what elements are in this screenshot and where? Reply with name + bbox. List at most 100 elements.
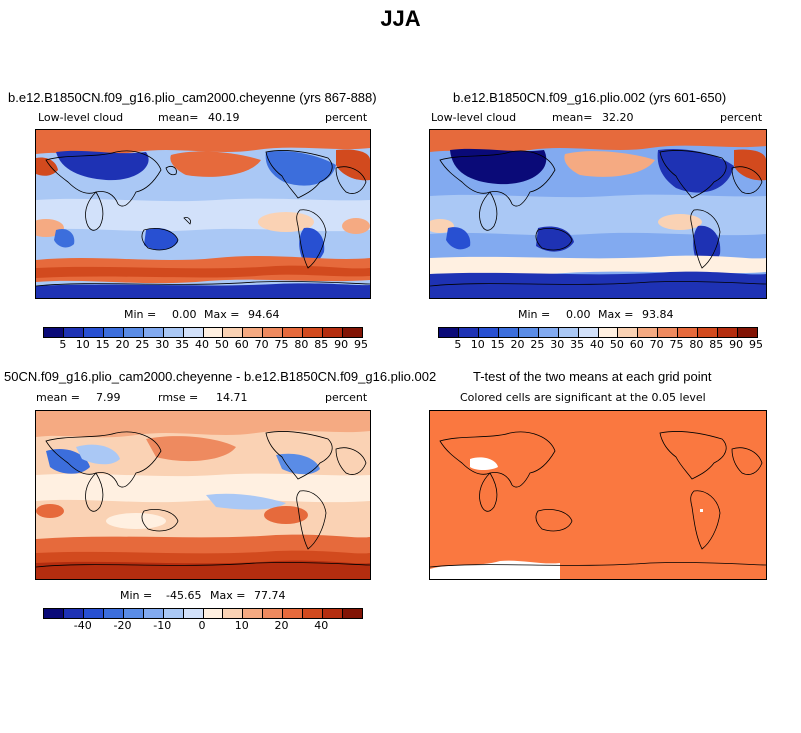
panel-control-mean-value: 32.20 <box>602 111 634 124</box>
panel-test-mean-label: mean= <box>158 111 199 124</box>
colorbar-test-tick-label: 80 <box>294 338 309 351</box>
colorbar-control-tick-label: 40 <box>590 338 604 351</box>
panel-difference-rmse-label: rmse = <box>158 391 199 404</box>
colorbar-control-swatch <box>458 328 479 337</box>
panel-control-title: b.e12.B1850CN.f09_g16.plio.002 (yrs 601-… <box>453 90 727 105</box>
colorbar-test-tick-label: 95 <box>354 338 368 351</box>
panel-difference-min-label: Min = <box>120 589 153 602</box>
colorbar-test-swatch <box>243 328 264 337</box>
colorbar-control-swatch <box>439 328 459 337</box>
panel-ttest-title: T-test of the two means at each grid poi… <box>473 369 712 384</box>
panel-test-units: percent <box>325 111 368 124</box>
map-control <box>429 129 767 299</box>
colorbar-difference-swatch <box>263 609 284 618</box>
colorbar-difference-tick-label: 10 <box>234 619 249 632</box>
colorbar-test-swatch <box>323 328 344 337</box>
colorbar-test-tick-label: 35 <box>175 338 190 351</box>
colorbar-test-swatch <box>263 328 284 337</box>
panel-control-variable: Low-level cloud <box>431 111 517 124</box>
colorbar-test-tick-label: 90 <box>334 338 349 351</box>
colorbar-control-swatch <box>698 328 719 337</box>
colorbar-control-tick-label: 60 <box>629 338 644 351</box>
colorbar-difference-swatch <box>223 609 244 618</box>
colorbar-test-tick-label: 25 <box>135 338 150 351</box>
panel-ttest-subtitle: Colored cells are significant at the 0.0… <box>460 391 706 404</box>
colorbar-difference-swatch <box>303 609 324 618</box>
colorbar-test-swatch <box>103 328 124 337</box>
colorbar-difference-swatch <box>103 609 124 618</box>
colorbar-difference-tick-label: -10 <box>153 619 172 632</box>
colorbar-test-tick-label: 15 <box>95 338 110 351</box>
colorbar-test-tick-label: 85 <box>314 338 329 351</box>
colorbar-control-swatch <box>678 328 699 337</box>
map-control-field <box>430 130 766 298</box>
colorbar-test-swatch <box>44 328 64 337</box>
panel-difference-title: 50CN.f09_g16.plio_cam2000.cheyenne - b.e… <box>4 369 437 384</box>
panel-difference-max-value: 77.74 <box>254 589 286 602</box>
colorbar-control-swatch <box>738 328 757 337</box>
colorbar-test-tick-label: 10 <box>75 338 90 351</box>
map-ttest-field <box>430 411 766 579</box>
colorbar-test-swatch <box>223 328 244 337</box>
panel-test-mean-value: 40.19 <box>208 111 240 124</box>
colorbar-control-tick-label: 35 <box>570 338 585 351</box>
colorbar-control-swatch <box>638 328 659 337</box>
map-difference <box>35 410 371 580</box>
colorbar-control-tick-label: 90 <box>729 338 744 351</box>
panel-control-mean-label: mean= <box>552 111 593 124</box>
colorbar-control-tick-label: 85 <box>709 338 724 351</box>
colorbar-test-swatch <box>143 328 164 337</box>
colorbar-difference-tick-label: 0 <box>198 619 206 632</box>
colorbar-control-ticks: 5 10 15 20 25 30 35 40 50 60 70 75 80 85 90 95 <box>438 338 763 352</box>
colorbar-difference-swatch <box>163 609 184 618</box>
colorbar-test-swatch <box>303 328 324 337</box>
colorbar-control-tick-label: 95 <box>749 338 763 351</box>
colorbar-test-swatch <box>123 328 144 337</box>
colorbar-test <box>43 327 363 338</box>
colorbar-control-tick-label: 30 <box>550 338 565 351</box>
panel-control-min-value: 0.00 <box>566 308 591 321</box>
colorbar-control-swatch <box>598 328 619 337</box>
colorbar-control-swatch <box>518 328 539 337</box>
colorbar-test-swatch <box>343 328 362 337</box>
colorbar-difference-swatch <box>83 609 104 618</box>
colorbar-difference-swatch <box>63 609 84 618</box>
colorbar-difference-ticks: -40 -20 -10 0 10 20 40 <box>43 619 361 633</box>
colorbar-test-swatch <box>203 328 224 337</box>
colorbar-test-swatch <box>283 328 304 337</box>
panel-test-min-value: 0.00 <box>172 308 197 321</box>
colorbar-test-tick-label: 70 <box>254 338 269 351</box>
colorbar-control-tick-label: 50 <box>609 338 624 351</box>
panel-difference-max-label: Max = <box>210 589 246 602</box>
colorbar-control-swatch <box>658 328 679 337</box>
colorbar-control-swatch <box>558 328 579 337</box>
colorbar-test-swatch <box>83 328 104 337</box>
colorbar-test-swatch <box>63 328 84 337</box>
colorbar-difference-swatch <box>123 609 144 618</box>
colorbar-test-tick-label: 5 <box>59 338 67 351</box>
map-test-field <box>36 130 370 298</box>
colorbar-control <box>438 327 758 338</box>
colorbar-difference-tick-label: -20 <box>113 619 132 632</box>
panel-control-min-label: Min = <box>518 308 551 321</box>
colorbar-difference <box>43 608 363 619</box>
colorbar-control-tick-label: 5 <box>454 338 462 351</box>
colorbar-test-tick-label: 60 <box>234 338 249 351</box>
colorbar-control-swatch <box>718 328 739 337</box>
colorbar-test-tick-label: 75 <box>274 338 289 351</box>
colorbar-control-tick-label: 15 <box>490 338 505 351</box>
colorbar-difference-tick-label: 40 <box>314 619 329 632</box>
panel-difference-mean-value: 7.99 <box>96 391 121 404</box>
panel-control-units: percent <box>720 111 763 124</box>
colorbar-control-tick-label: 10 <box>470 338 485 351</box>
panel-test-max-label: Max = <box>204 308 240 321</box>
colorbar-test-tick-label: 30 <box>155 338 170 351</box>
panel-control-max-label: Max = <box>598 308 634 321</box>
panel-test-title: b.e12.B1850CN.f09_g16.plio_cam2000.cheye… <box>8 90 377 105</box>
colorbar-test-tick-label: 20 <box>115 338 130 351</box>
colorbar-test-swatch <box>183 328 204 337</box>
colorbar-control-swatch <box>478 328 499 337</box>
colorbar-test-swatch <box>163 328 184 337</box>
colorbar-control-tick-label: 25 <box>530 338 545 351</box>
colorbar-control-tick-label: 75 <box>669 338 684 351</box>
